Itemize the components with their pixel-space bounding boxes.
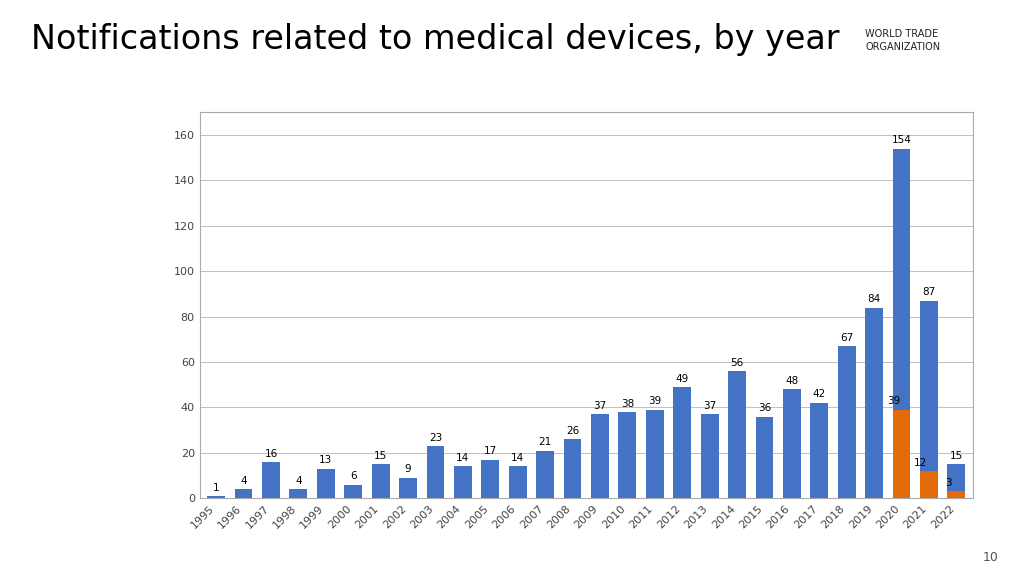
Bar — [728, 371, 745, 498]
Bar — [234, 489, 253, 498]
Bar — [646, 410, 664, 498]
Text: 38: 38 — [621, 399, 634, 408]
Text: 6: 6 — [350, 471, 356, 481]
Text: WORLD TRADE
ORGANIZATION: WORLD TRADE ORGANIZATION — [865, 29, 940, 52]
Text: 23: 23 — [429, 433, 442, 442]
Text: 16: 16 — [264, 449, 278, 458]
Text: 14: 14 — [511, 453, 524, 463]
Bar — [399, 478, 417, 498]
Text: 17: 17 — [483, 446, 497, 456]
Bar — [454, 467, 472, 498]
Text: 87: 87 — [923, 287, 936, 297]
Text: 37: 37 — [593, 401, 606, 411]
Text: 37: 37 — [703, 401, 716, 411]
Bar — [207, 496, 225, 498]
Bar — [316, 469, 335, 498]
Text: Notifications related to medical devices, by year: Notifications related to medical devices… — [31, 23, 840, 56]
Text: 9: 9 — [404, 464, 412, 475]
Text: 42: 42 — [813, 389, 826, 400]
Text: 39: 39 — [887, 396, 900, 406]
Text: 15: 15 — [374, 451, 387, 461]
Bar — [290, 489, 307, 498]
Text: 3: 3 — [945, 478, 951, 488]
Text: 13: 13 — [319, 455, 333, 465]
Bar — [893, 410, 910, 498]
Bar — [947, 491, 966, 498]
Text: 154: 154 — [892, 135, 911, 145]
Text: 21: 21 — [539, 437, 552, 447]
Text: 4: 4 — [241, 476, 247, 486]
Bar — [810, 403, 828, 498]
Bar — [783, 389, 801, 498]
Bar — [563, 439, 582, 498]
Bar — [947, 464, 966, 498]
Bar — [481, 460, 499, 498]
Text: 84: 84 — [867, 294, 881, 304]
Bar — [674, 387, 691, 498]
Bar — [537, 450, 554, 498]
Bar — [372, 464, 389, 498]
Text: 26: 26 — [566, 426, 580, 436]
Text: 15: 15 — [949, 451, 963, 461]
Bar — [920, 471, 938, 498]
Bar — [618, 412, 636, 498]
Text: 12: 12 — [914, 457, 928, 468]
Bar — [344, 484, 362, 498]
Bar — [262, 462, 280, 498]
Text: 48: 48 — [785, 376, 799, 386]
Text: 14: 14 — [457, 453, 469, 463]
Bar — [865, 308, 883, 498]
Bar — [509, 467, 526, 498]
Bar — [893, 149, 910, 498]
Text: 36: 36 — [758, 403, 771, 413]
Text: 67: 67 — [840, 333, 853, 343]
Bar — [427, 446, 444, 498]
Text: 39: 39 — [648, 396, 662, 406]
Bar — [700, 414, 719, 498]
Bar — [591, 414, 609, 498]
Bar — [920, 301, 938, 498]
Bar — [756, 416, 773, 498]
Text: 10: 10 — [982, 551, 998, 564]
Text: 49: 49 — [676, 374, 689, 384]
Text: 56: 56 — [730, 358, 743, 367]
Text: 1: 1 — [213, 483, 219, 492]
Text: 4: 4 — [295, 476, 302, 486]
Bar — [838, 346, 856, 498]
